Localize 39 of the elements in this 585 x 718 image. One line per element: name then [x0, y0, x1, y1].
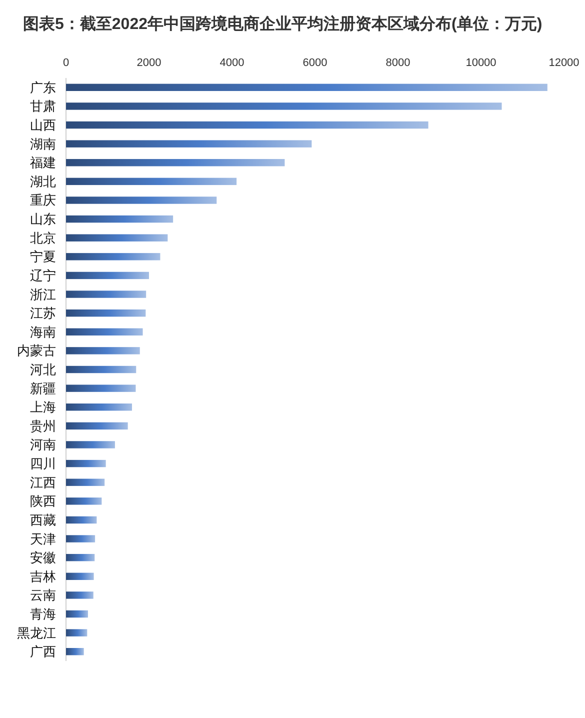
x-tick: 2000 [136, 57, 162, 69]
title: 图表5：截至2022年中国跨境电商企业平均注册资本区域分布(单位：万元) [23, 16, 542, 33]
category-label: 广东 [30, 80, 56, 95]
x-tick: 10000 [466, 57, 496, 69]
category-label: 陕西 [30, 494, 56, 509]
category-label: 湖南 [30, 136, 56, 152]
category-label: 海南 [30, 324, 56, 340]
category-label: 安徽 [30, 550, 56, 566]
category-label: 重庆 [30, 192, 56, 208]
category-label: 北京 [30, 230, 56, 246]
category-label: 青海 [30, 606, 56, 622]
category-label: 新疆 [30, 380, 56, 396]
category-label: 吉林 [30, 568, 56, 584]
x-tick: 4000 [220, 57, 244, 69]
category-label: 甘肃 [30, 98, 56, 114]
x-tick: 8000 [386, 57, 410, 69]
category-label: 宁夏 [30, 249, 56, 264]
category-label: 黑龙江 [17, 625, 56, 640]
category-label: 河南 [30, 437, 56, 452]
category-label: 江西 [30, 474, 56, 490]
x-tick: 6000 [302, 57, 328, 69]
category-label: 湖北 [30, 174, 56, 189]
category-label: 内蒙古 [17, 343, 56, 358]
category-label: 辽宁 [30, 268, 56, 283]
category-label: 河北 [30, 362, 56, 377]
x-tick: 0 [62, 57, 70, 69]
category-label: 山东 [30, 212, 56, 227]
category-label: 浙江 [30, 286, 56, 302]
category-label: 天津 [30, 531, 56, 546]
x-tick: 12000 [548, 57, 580, 69]
category-label: 江苏 [30, 306, 56, 321]
category-label: 四川 [30, 456, 56, 472]
category-label: 广西 [30, 644, 56, 660]
category-label: 山西 [30, 118, 56, 133]
category-label: 云南 [30, 588, 56, 603]
category-label: 西藏 [30, 512, 56, 528]
category-label: 福建 [30, 155, 56, 170]
category-label: 贵州 [30, 418, 56, 434]
category-label: 上海 [30, 400, 56, 415]
